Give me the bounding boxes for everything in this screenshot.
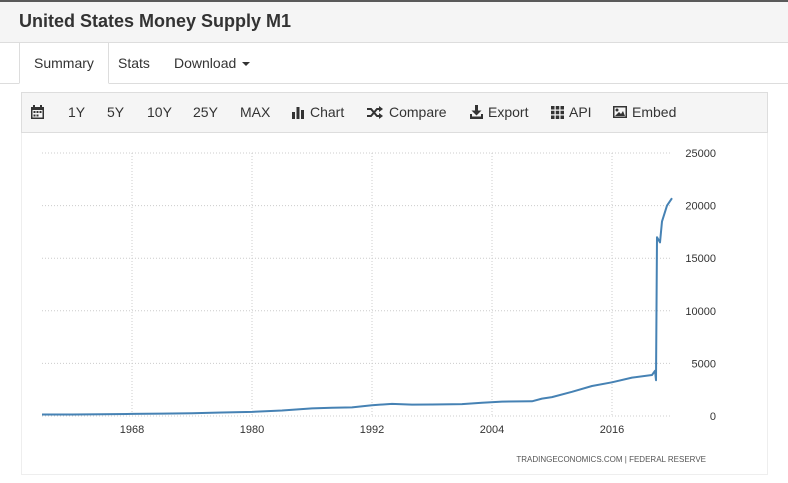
export-button[interactable]: Export bbox=[470, 93, 528, 132]
api-button[interactable]: API bbox=[551, 93, 592, 132]
x-tick-label: 1980 bbox=[240, 424, 264, 436]
embed-button[interactable]: Embed bbox=[613, 93, 676, 132]
y-tick-label: 10000 bbox=[685, 306, 716, 318]
shuffle-icon bbox=[367, 105, 383, 119]
x-tick-label: 1992 bbox=[360, 424, 384, 436]
page-title: United States Money Supply M1 bbox=[19, 11, 292, 31]
download-icon bbox=[470, 105, 483, 120]
bar-chart-icon bbox=[292, 106, 304, 119]
y-tick-label: 5000 bbox=[692, 358, 716, 370]
tab-download-label: Download bbox=[174, 55, 237, 71]
tab-stats-label: Stats bbox=[118, 55, 150, 71]
source-label: TRADINGECONOMICS.COM | FEDERAL RESERVE bbox=[516, 455, 706, 464]
image-icon bbox=[613, 106, 627, 119]
x-tick-label: 2016 bbox=[600, 424, 624, 436]
x-tick-label: 2004 bbox=[480, 424, 504, 436]
chart-toolbar: 1Y 5Y 10Y 25Y MAX Chart Compare Export A… bbox=[21, 92, 768, 133]
grid-icon bbox=[551, 105, 564, 119]
series-line bbox=[42, 197, 673, 416]
compare-button-label: Compare bbox=[389, 104, 447, 120]
y-tick-label: 20000 bbox=[685, 201, 716, 213]
range-1y-button[interactable]: 1Y bbox=[68, 104, 86, 120]
tab-bar: Summary Stats Download bbox=[0, 43, 788, 84]
y-tick-label: 0 bbox=[710, 411, 716, 423]
chart-button[interactable]: Chart bbox=[292, 93, 344, 132]
tab-stats[interactable]: Stats bbox=[104, 43, 164, 84]
tab-summary-label: Summary bbox=[34, 55, 94, 71]
tab-download[interactable]: Download bbox=[160, 43, 264, 84]
caret-down-icon bbox=[242, 62, 251, 67]
api-button-label: API bbox=[569, 104, 592, 120]
calendar-icon bbox=[31, 105, 44, 120]
export-button-label: Export bbox=[488, 104, 529, 120]
page-header: United States Money Supply M1 bbox=[0, 0, 788, 43]
compare-button[interactable]: Compare bbox=[367, 93, 447, 132]
money-supply-chart[interactable]: 25000 20000 15000 10000 5000 0 1968 1980 1992 200… bbox=[22, 133, 767, 474]
chart-button-label: Chart bbox=[310, 104, 345, 120]
calendar-button[interactable] bbox=[31, 93, 49, 132]
range-5y-button[interactable]: 5Y bbox=[107, 104, 125, 120]
range-max-button[interactable]: MAX bbox=[240, 104, 271, 120]
y-tick-label: 15000 bbox=[685, 253, 716, 265]
chart-container: 25000 20000 15000 10000 5000 0 1968 1980 1992 200… bbox=[21, 133, 768, 475]
y-tick-label: 25000 bbox=[685, 148, 716, 160]
range-25y-button[interactable]: 25Y bbox=[193, 104, 218, 120]
tab-summary[interactable]: Summary bbox=[19, 43, 109, 84]
x-tick-label: 1968 bbox=[120, 424, 144, 436]
range-10y-button[interactable]: 10Y bbox=[147, 104, 172, 120]
embed-button-label: Embed bbox=[632, 104, 677, 120]
